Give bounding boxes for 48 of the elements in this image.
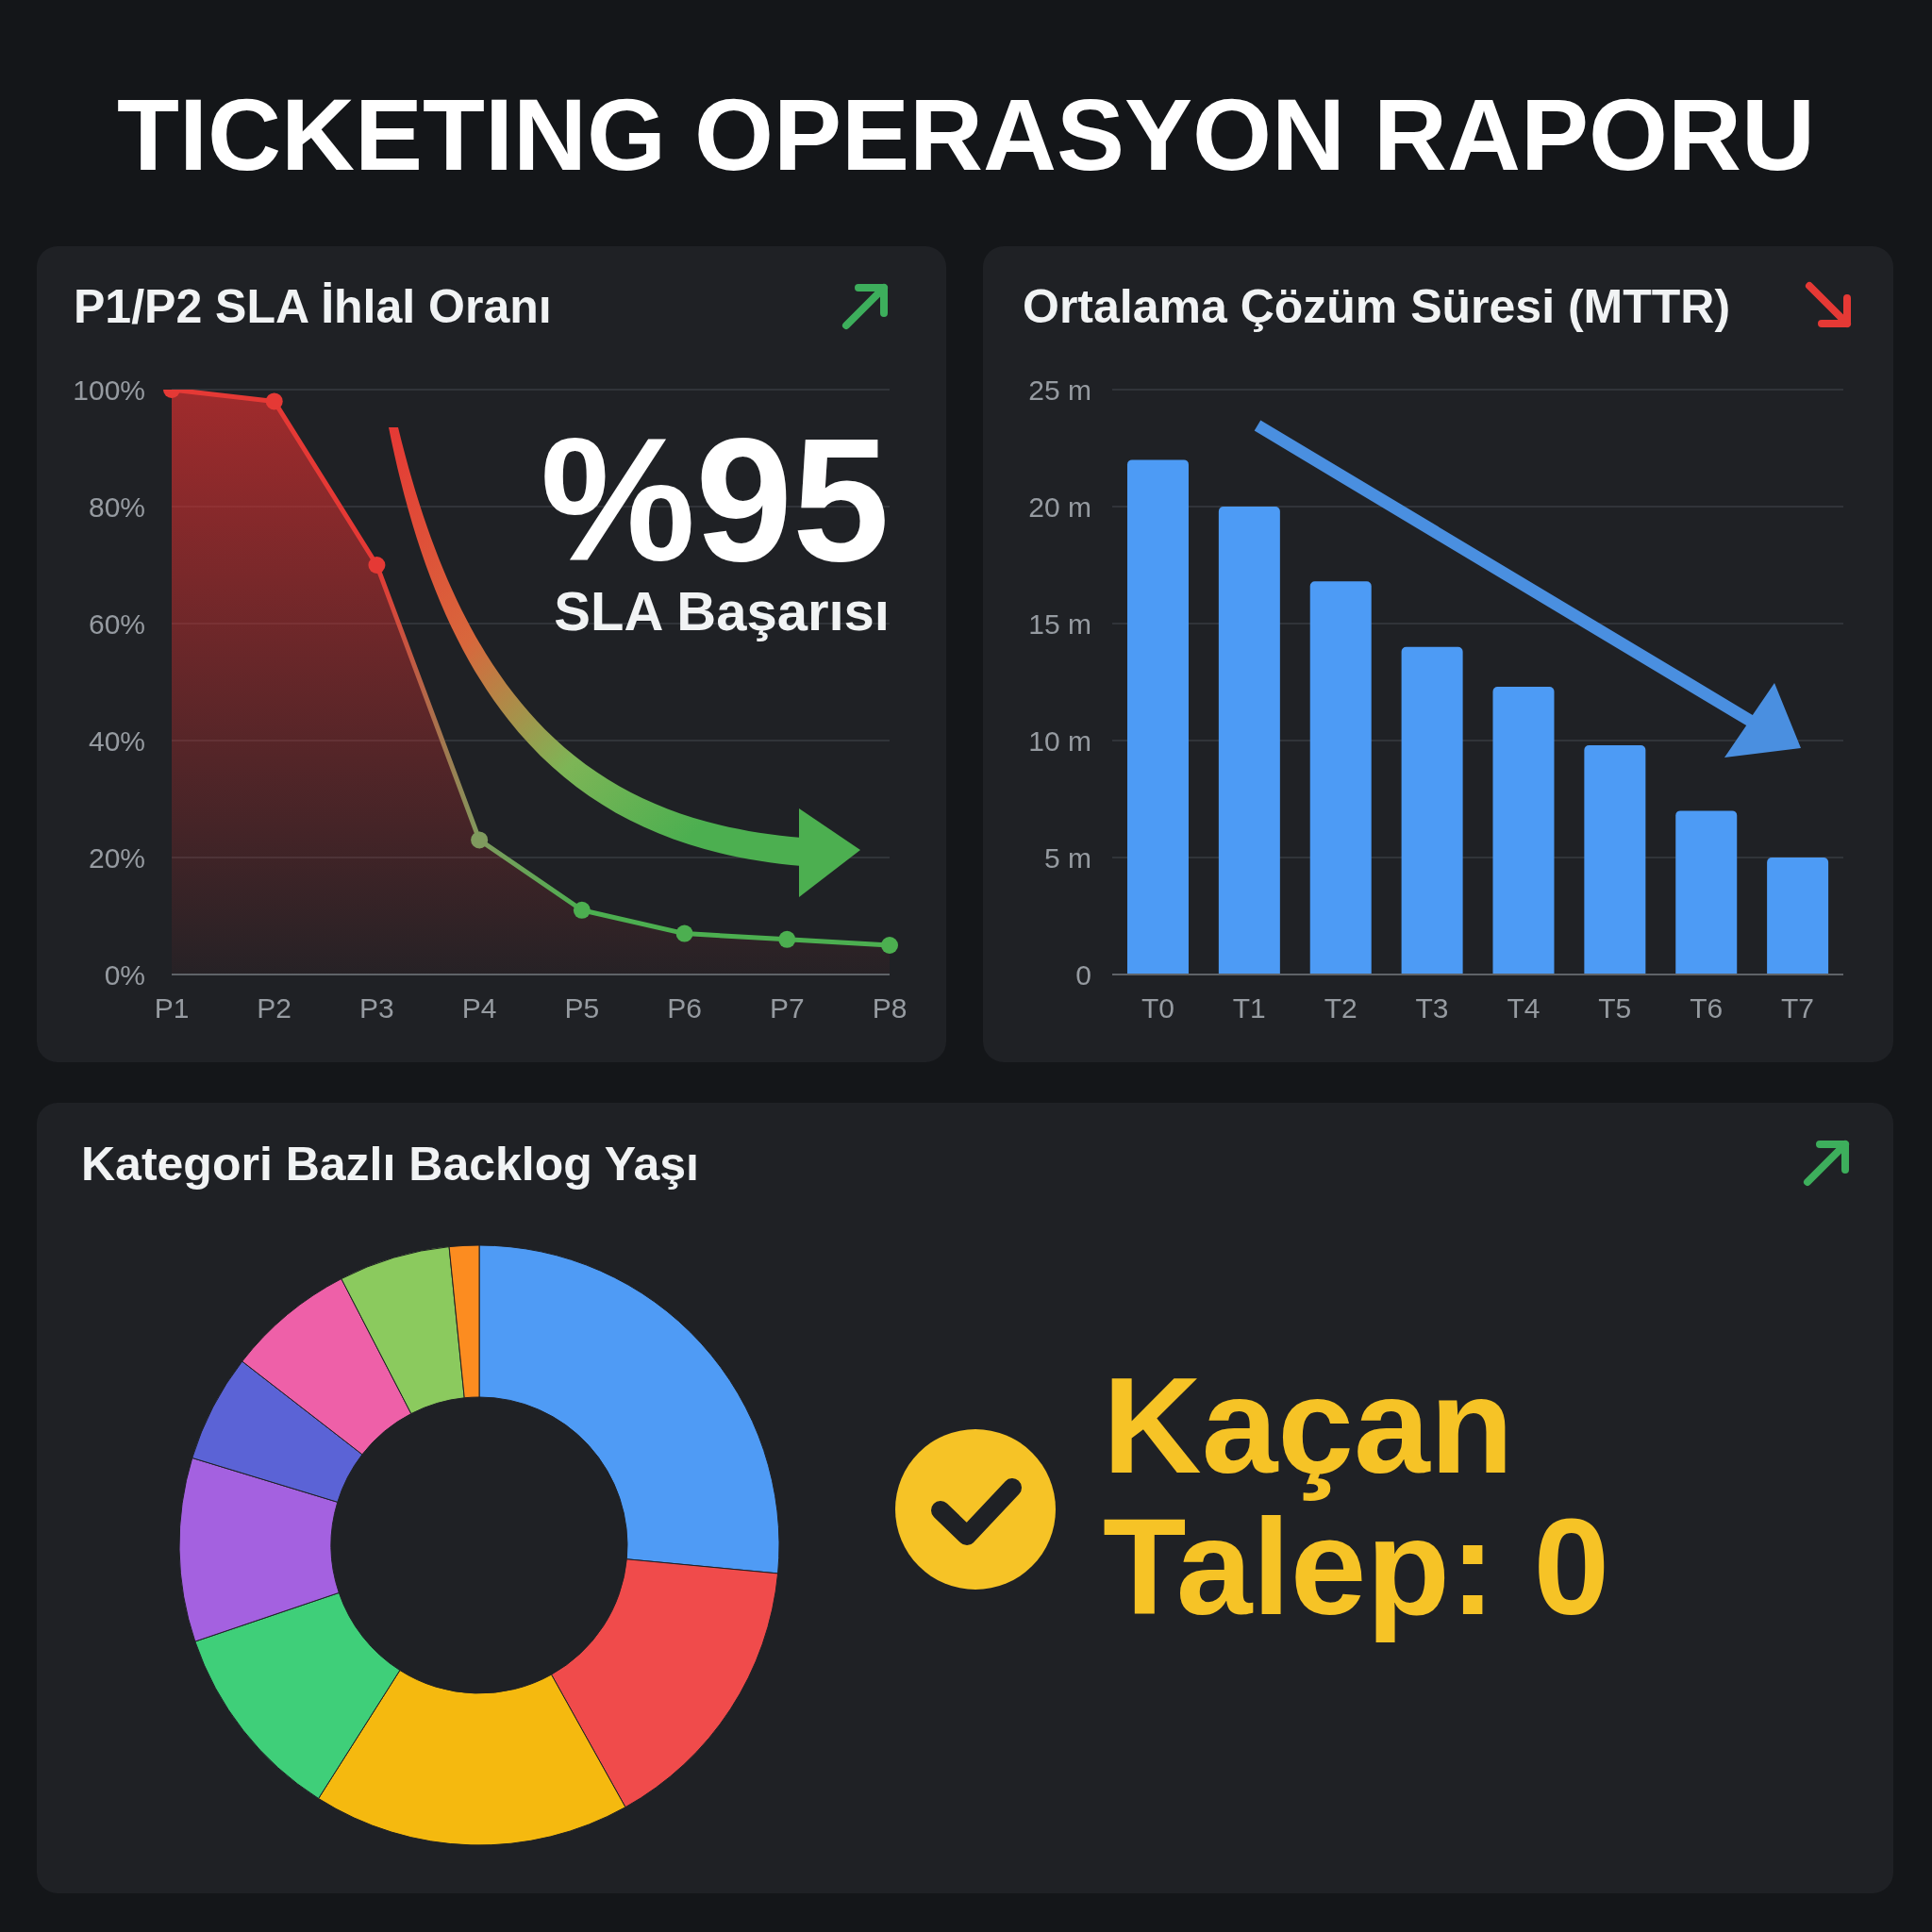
x-tick-label: P1 <box>154 992 190 1024</box>
x-tick-label: T3 <box>1415 992 1449 1024</box>
point <box>675 924 693 942</box>
x-tick-label: P2 <box>257 992 292 1024</box>
x-tick-label: P7 <box>769 992 805 1024</box>
x-tick-label: T2 <box>1324 992 1357 1024</box>
text: TICKETING OPERASYON RAPORU <box>116 76 1816 193</box>
point <box>368 557 386 574</box>
bar <box>1675 810 1738 974</box>
y-tick-label: 25 m <box>1028 374 1091 406</box>
point <box>778 930 796 948</box>
y-tick-label: 0 <box>1075 958 1091 991</box>
bar <box>1218 507 1280 974</box>
y-tick-label: 0% <box>104 958 145 991</box>
chart-title: Kategori Bazlı Backlog Yaşı <box>81 1137 699 1192</box>
chart-title: Ortalama Çözüm Süresi (MTTR) <box>1023 279 1731 335</box>
x-tick-label: P8 <box>872 992 908 1024</box>
x-tick-label: P3 <box>359 992 394 1024</box>
y-tick-label: 15 m <box>1028 608 1091 640</box>
text: Kaçan Talep: 0 <box>1103 1349 1611 1643</box>
y-tick-label: 20% <box>88 841 145 874</box>
point <box>881 937 898 954</box>
bar <box>1584 744 1646 974</box>
x-tick-label: T7 <box>1781 992 1815 1024</box>
x-tick-label: P4 <box>461 992 497 1024</box>
bar <box>1401 646 1463 974</box>
bar <box>1767 858 1829 974</box>
bar <box>1309 581 1372 974</box>
x-tick-label: T0 <box>1141 992 1174 1024</box>
y-tick-label: 80% <box>88 491 145 523</box>
x-tick-label: T1 <box>1232 992 1266 1024</box>
y-tick-label: 40% <box>88 724 145 757</box>
point <box>265 392 283 410</box>
y-tick-label: 10 m <box>1028 724 1091 757</box>
y-tick-label: 20 m <box>1028 491 1091 523</box>
chart-title: P1/P2 SLA İhlal Oranı <box>74 279 552 335</box>
point <box>471 831 489 849</box>
point <box>573 901 591 919</box>
bar <box>1126 459 1189 974</box>
y-tick-label: 60% <box>88 608 145 640</box>
y-tick-label: 5 m <box>1043 841 1091 874</box>
x-tick-label: T4 <box>1507 992 1541 1024</box>
x-tick-label: P5 <box>564 992 600 1024</box>
y-tick-label: 100% <box>73 374 145 406</box>
x-tick-label: T5 <box>1598 992 1632 1024</box>
bar <box>1492 686 1555 974</box>
x-tick-label: P6 <box>667 992 702 1024</box>
x-tick-label: T6 <box>1690 992 1724 1024</box>
